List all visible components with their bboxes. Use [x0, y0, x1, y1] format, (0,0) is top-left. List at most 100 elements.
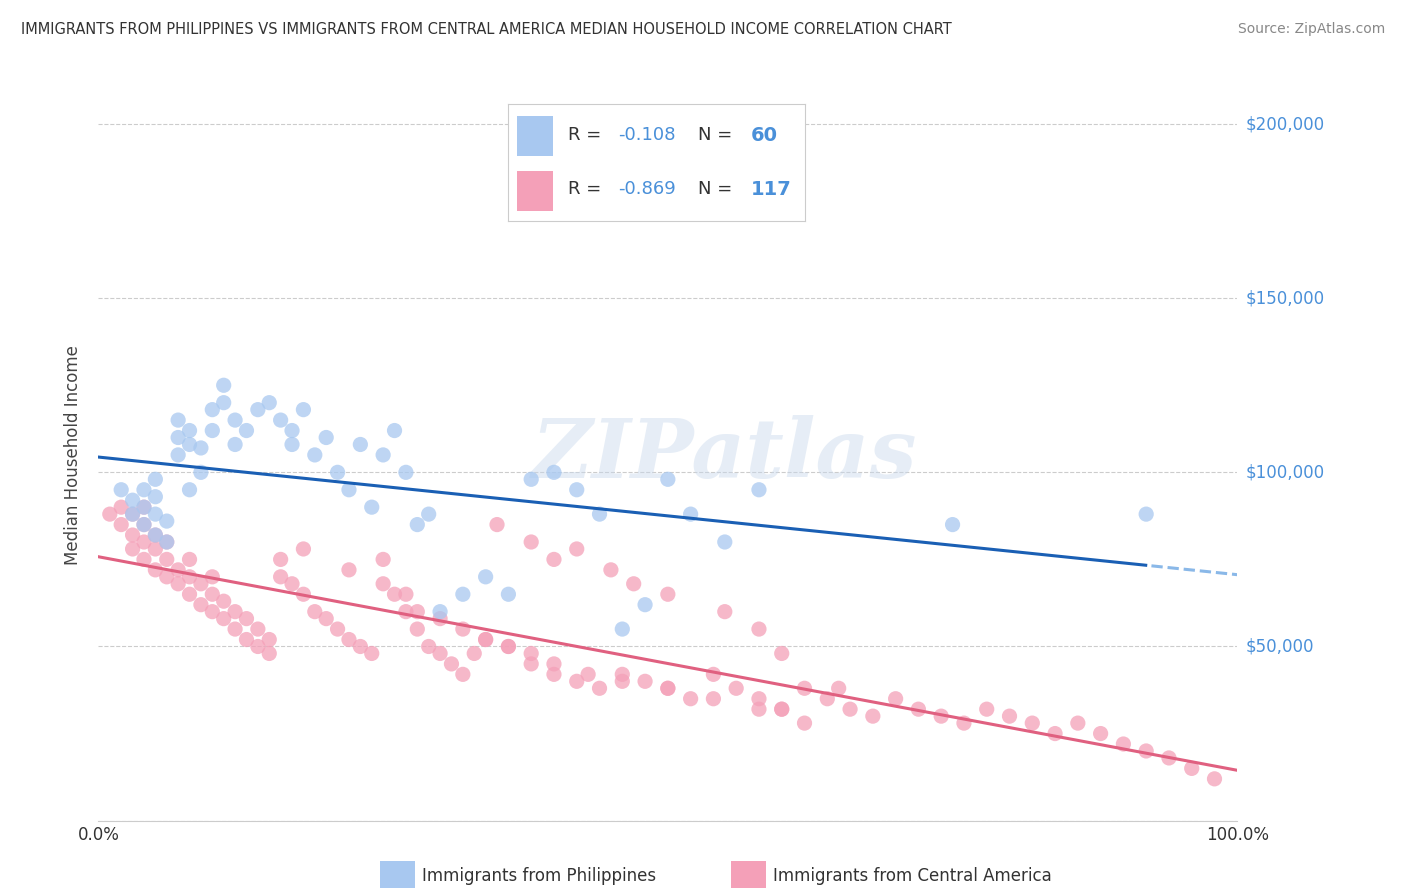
Point — [998, 709, 1021, 723]
Point — [612, 674, 634, 689]
Point — [270, 413, 292, 427]
Point — [132, 500, 155, 515]
Point — [543, 667, 565, 681]
Point — [498, 640, 520, 654]
Point — [748, 483, 770, 497]
Point — [145, 507, 167, 521]
Point — [1112, 737, 1135, 751]
Point — [132, 500, 155, 515]
Point — [212, 612, 235, 626]
Point — [167, 448, 190, 462]
Point — [145, 541, 167, 556]
Point — [657, 472, 679, 486]
Point — [520, 657, 543, 671]
Point — [315, 612, 337, 626]
Point — [657, 681, 679, 696]
Point — [793, 716, 815, 731]
Text: $150,000: $150,000 — [1246, 289, 1324, 307]
Point — [201, 570, 224, 584]
Point — [246, 402, 269, 417]
Point — [395, 587, 418, 601]
Point — [190, 576, 212, 591]
Point — [98, 507, 121, 521]
Point — [929, 709, 952, 723]
Point — [862, 709, 884, 723]
Point — [520, 535, 543, 549]
Point — [770, 702, 793, 716]
Point — [565, 483, 588, 497]
Point — [1043, 726, 1066, 740]
Point — [179, 570, 201, 584]
Point — [281, 424, 304, 438]
Point — [418, 640, 440, 654]
Point — [337, 483, 360, 497]
Text: ZIPatlas: ZIPatlas — [531, 415, 918, 495]
Point — [429, 612, 451, 626]
Point — [429, 605, 451, 619]
Point — [543, 657, 565, 671]
Point — [349, 640, 371, 654]
Text: Immigrants from Philippines: Immigrants from Philippines — [422, 867, 657, 885]
Point — [235, 632, 257, 647]
Point — [212, 378, 235, 392]
Point — [543, 466, 565, 480]
Point — [828, 681, 851, 696]
Point — [167, 413, 190, 427]
Point — [600, 563, 623, 577]
Point — [121, 528, 143, 542]
Point — [565, 674, 588, 689]
Point — [702, 691, 724, 706]
Point — [121, 493, 143, 508]
Point — [259, 395, 281, 409]
Point — [679, 507, 702, 521]
Point — [576, 667, 599, 681]
Point — [588, 507, 610, 521]
Point — [156, 552, 179, 566]
Point — [953, 716, 976, 731]
Point — [349, 437, 371, 451]
Point — [201, 605, 224, 619]
Point — [725, 681, 748, 696]
Point — [793, 681, 815, 696]
Point — [167, 430, 190, 444]
Point — [179, 437, 201, 451]
Point — [748, 702, 770, 716]
Point — [179, 483, 201, 497]
Point — [702, 667, 724, 681]
Point — [429, 647, 451, 661]
Point — [246, 640, 269, 654]
Point — [326, 622, 349, 636]
Point — [235, 424, 257, 438]
Point — [384, 424, 406, 438]
Point — [292, 541, 315, 556]
Point — [942, 517, 965, 532]
Point — [714, 535, 737, 549]
Point — [292, 402, 315, 417]
Point — [292, 587, 315, 601]
Point — [543, 552, 565, 566]
Point — [406, 622, 429, 636]
Point — [360, 647, 382, 661]
Point — [281, 576, 304, 591]
Point — [110, 500, 132, 515]
Point — [451, 667, 474, 681]
Point — [121, 507, 143, 521]
Point — [304, 448, 326, 462]
Point — [1204, 772, 1226, 786]
Point — [270, 552, 292, 566]
Point — [132, 535, 155, 549]
Point — [201, 587, 224, 601]
Point — [201, 424, 224, 438]
Point — [167, 563, 190, 577]
Point — [418, 507, 440, 521]
Point — [156, 514, 179, 528]
Point — [612, 622, 634, 636]
Point — [132, 517, 155, 532]
Point — [657, 587, 679, 601]
Point — [121, 507, 143, 521]
Point — [212, 395, 235, 409]
Point — [190, 466, 212, 480]
Point — [976, 702, 998, 716]
Point — [474, 632, 496, 647]
Point — [224, 437, 246, 451]
